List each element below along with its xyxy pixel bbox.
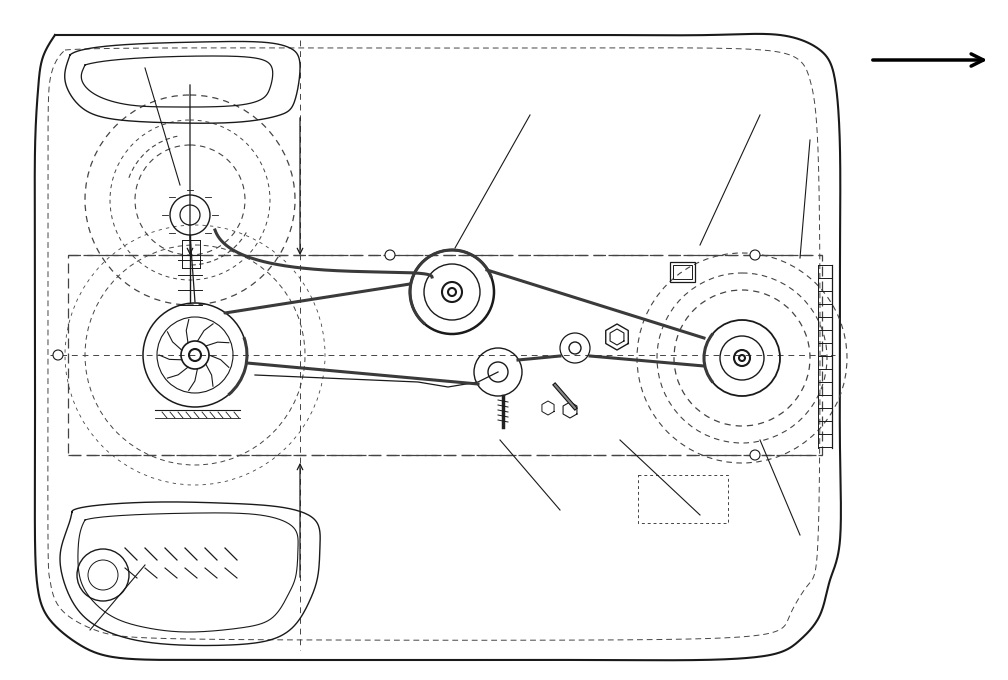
Circle shape — [385, 250, 395, 260]
Circle shape — [53, 350, 62, 360]
Circle shape — [750, 450, 760, 460]
Circle shape — [750, 250, 760, 260]
Bar — [670, 262, 695, 282]
Bar — [68, 255, 822, 455]
Bar — [638, 475, 728, 523]
Bar — [673, 265, 692, 279]
